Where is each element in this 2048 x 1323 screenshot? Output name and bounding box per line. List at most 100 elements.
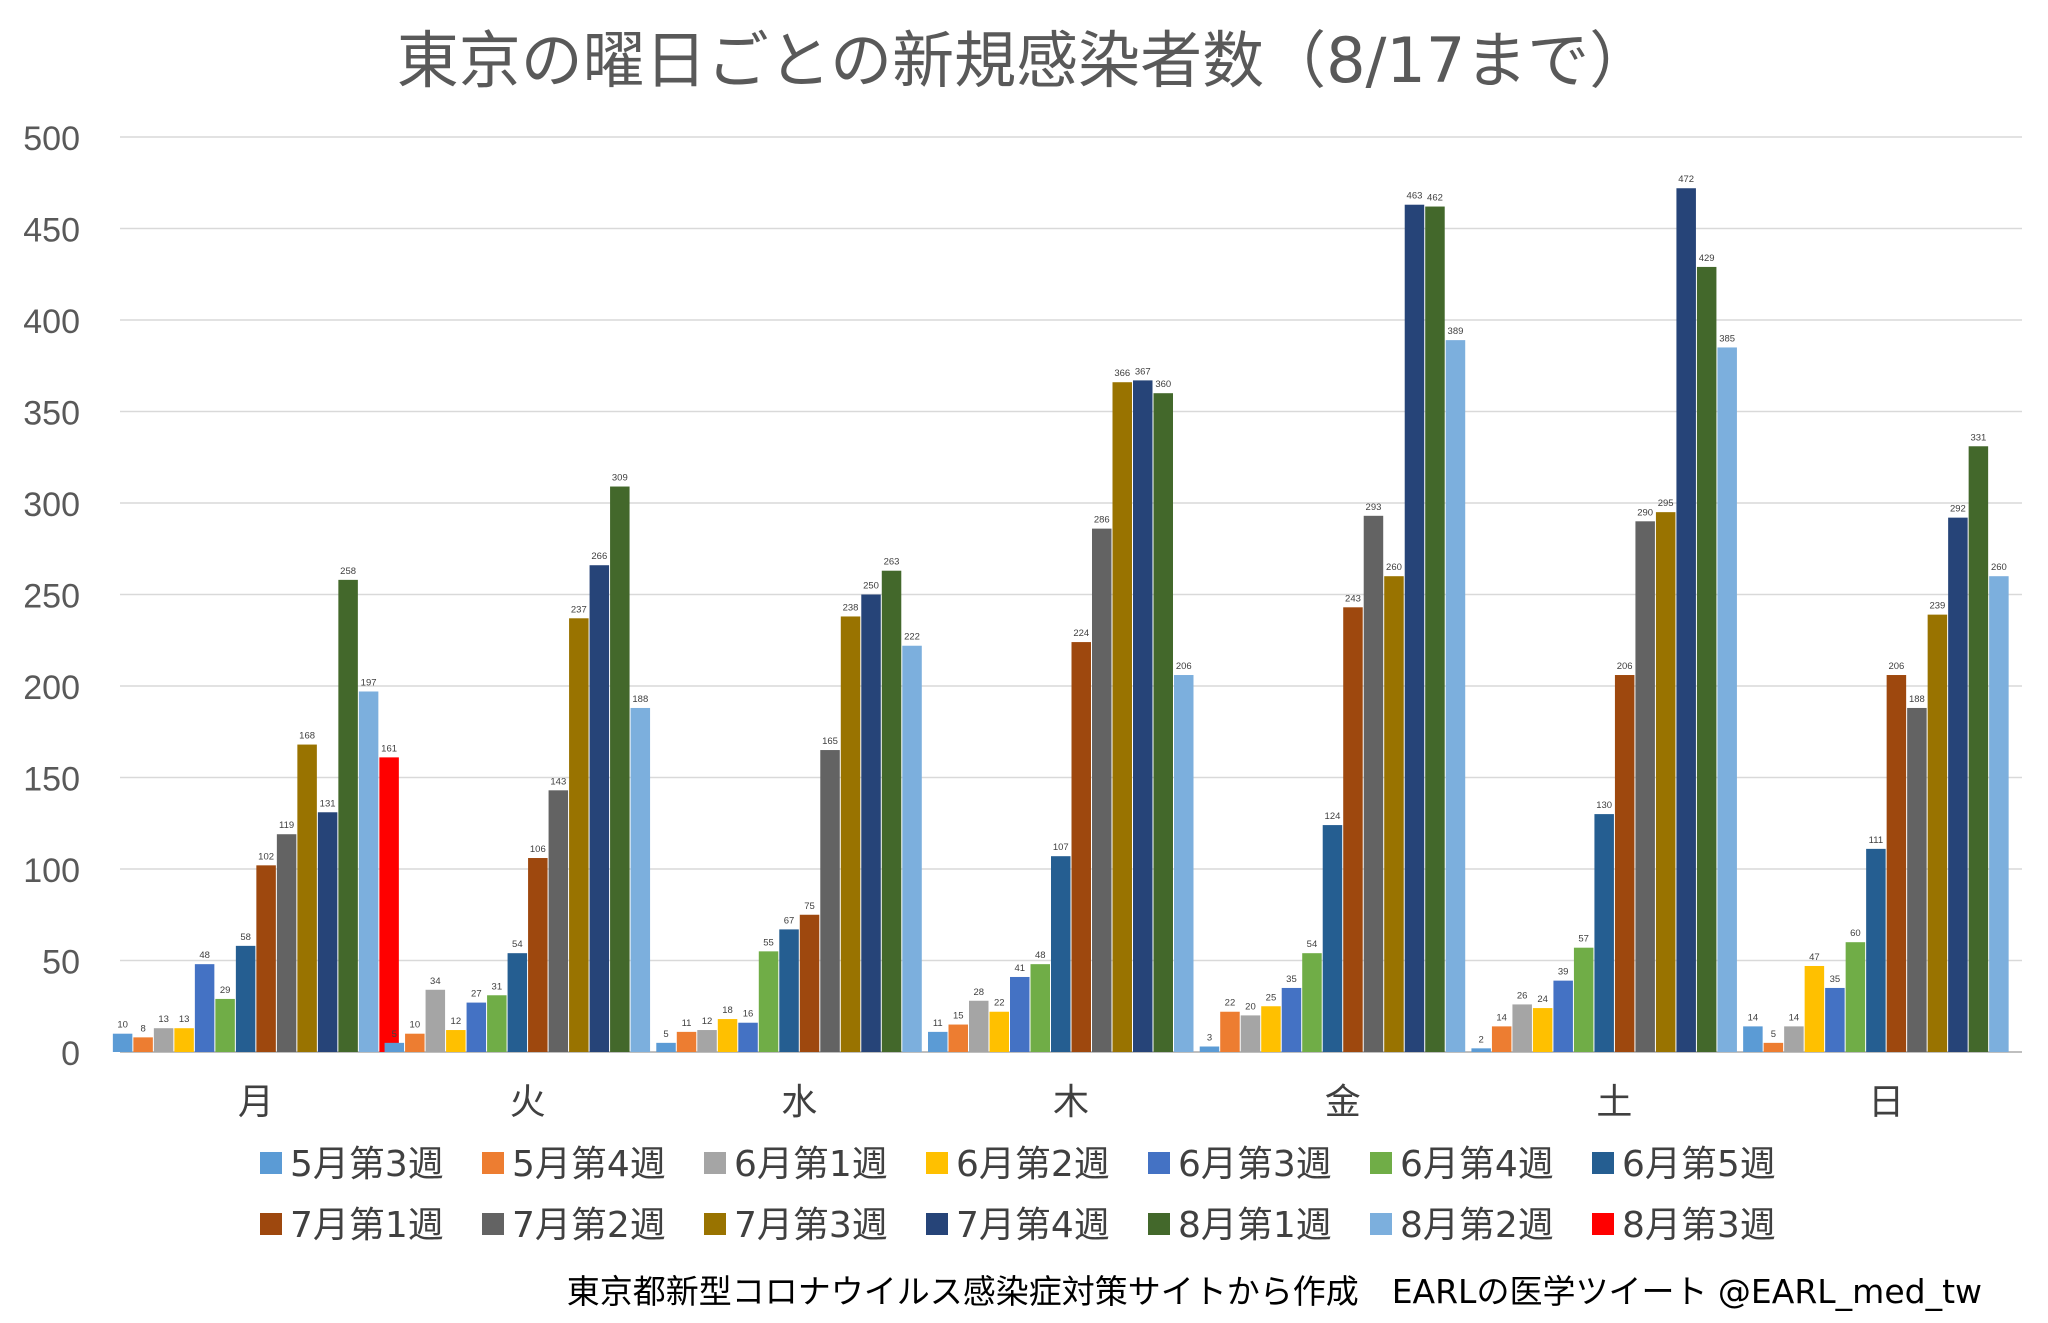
bar [112,1033,133,1052]
data-label: 239 [1929,601,1945,612]
data-label: 57 [1578,934,1589,945]
bar [1322,825,1343,1052]
bar [656,1042,676,1052]
bar [133,1037,153,1052]
bar [235,945,256,1052]
data-label: 263 [884,557,900,568]
legend-swatch [482,1213,504,1235]
data-label: 12 [702,1016,713,1027]
bar [1886,675,1907,1052]
bar [1553,980,1573,1052]
bar [1153,393,1173,1052]
bar [1676,188,1696,1053]
data-label: 15 [953,1011,964,1022]
legend: 5月第3週 5月第4週 6月第1週 6月第2週 6月第3週 6月第4週 6月第5週 7月第1週… [260,1144,1776,1246]
bar [1220,1011,1240,1052]
data-label: 5 [663,1029,668,1040]
legend-swatch [1370,1213,1392,1235]
data-label: 206 [1176,661,1192,672]
bar [779,929,799,1052]
bar [1363,515,1384,1052]
bar [1927,614,1948,1052]
bar [1240,1015,1261,1052]
bar [861,594,881,1052]
data-label: 25 [1266,992,1277,1003]
legend-label: 8月第1週 [1178,1205,1332,1246]
data-label: 250 [863,581,879,592]
bar [676,1031,697,1052]
bar [1343,607,1363,1052]
bar [1174,675,1194,1052]
data-label: 39 [1558,967,1569,978]
x-category-label: 木 [1053,1082,1089,1123]
legend-swatch [1592,1152,1614,1174]
legend-label: 7月第2週 [512,1205,666,1246]
x-category-label: 火 [510,1082,546,1123]
data-label: 258 [340,566,356,577]
bar [569,618,589,1052]
data-label: 188 [632,694,648,705]
data-label: 238 [843,602,859,613]
data-label: 55 [763,937,774,948]
data-label: 8 [140,1023,145,1034]
y-tick-label: 250 [23,578,80,616]
bar [466,1002,487,1052]
bar [1948,517,1968,1052]
bar [589,565,610,1052]
data-label: 5 [1771,1029,1776,1040]
legend-label: 8月第2週 [1400,1205,1554,1246]
data-labels: 10 813 13482958102119168131258197161510341… [117,174,2007,1045]
data-label: 161 [381,743,397,754]
bar [1825,987,1845,1052]
bar [840,616,861,1052]
source-note: 東京都新型コロナウイルス感染症対策サイトから作成 EARLの医学ツイート @EA… [567,1272,1982,1311]
y-tick-label: 500 [23,120,80,158]
bar [1845,942,1866,1052]
data-label: 168 [299,731,315,742]
data-label: 14 [1748,1012,1759,1023]
bar [717,1019,738,1052]
data-label: 48 [199,950,210,961]
data-label: 10 [117,1020,128,1031]
data-label: 27 [471,989,482,1000]
data-label: 14 [1789,1012,1800,1023]
bar [1071,642,1091,1052]
y-tick-label: 400 [23,303,80,341]
bar [630,707,651,1052]
data-label: 360 [1155,379,1171,390]
bar [1051,856,1071,1052]
data-label: 224 [1073,628,1089,639]
data-label: 385 [1719,333,1735,344]
bar [1281,987,1302,1052]
legend-label: 8月第3週 [1622,1205,1776,1246]
legend-label: 6月第4週 [1400,1144,1554,1185]
bar [384,1042,405,1052]
data-label: 35 [1286,974,1297,985]
data-label: 2 [1479,1034,1484,1045]
bar [317,812,338,1052]
legend-swatch [1148,1213,1170,1235]
x-category-label: 土 [1596,1082,1632,1123]
data-label: 462 [1427,193,1443,204]
data-label: 58 [240,932,251,943]
x-category-label: 水 [781,1082,817,1123]
data-label: 290 [1637,507,1653,518]
y-tick-label: 300 [23,486,80,524]
legend-swatch [260,1213,282,1235]
data-label: 22 [994,998,1005,1009]
data-label: 47 [1809,952,1820,963]
bar [1425,206,1445,1053]
bar [820,750,840,1052]
legend-swatch [926,1213,948,1235]
data-label: 188 [1909,694,1925,705]
y-tick-label: 450 [23,212,80,250]
legend-label: 5月第3週 [290,1144,444,1185]
bar [1655,512,1676,1052]
data-label: 222 [904,632,920,643]
bar [799,914,820,1052]
data-label: 429 [1699,253,1715,264]
data-label: 31 [492,981,503,992]
legend-swatch [704,1213,726,1235]
data-label: 11 [682,1018,692,1029]
